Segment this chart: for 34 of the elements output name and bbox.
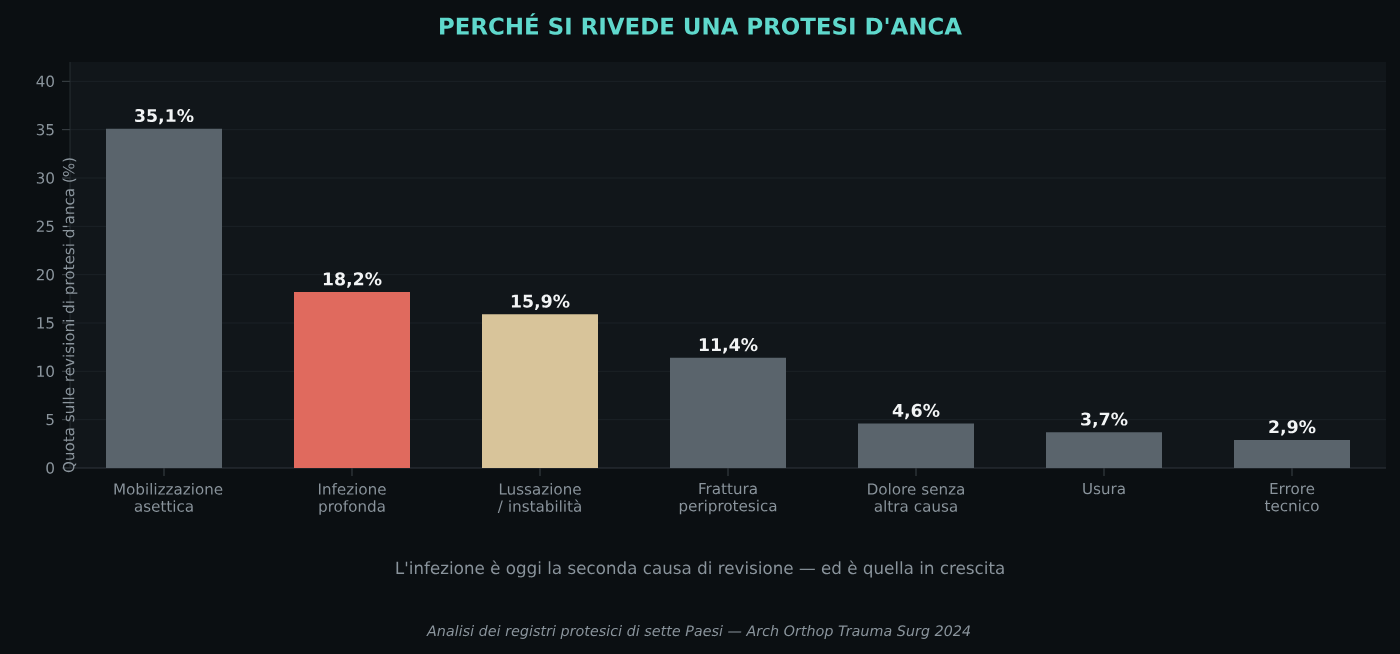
text: Analisi dei registri protesici di sette Paesi — Arch Orthop Trauma Surg 2024 [426, 625, 971, 639]
x-tick-label: Frattura periprotesica [679, 483, 777, 515]
x-tick-label: Errore tecnico [1264, 483, 1319, 512]
bar [1046, 432, 1162, 468]
data-label: 15,9% [511, 294, 570, 310]
data-label: 2,9% [1269, 420, 1316, 436]
y-axis-title: Quota sulle revisioni di protesi d'anca (%) [62, 158, 78, 473]
y-tick-label: 5 [46, 414, 54, 426]
bar [670, 357, 786, 468]
bar [1234, 439, 1350, 468]
x-tick-label: Infezione profonda [318, 483, 386, 515]
y-tick-label: 0 [46, 462, 54, 474]
bar [294, 292, 410, 468]
y-tick-label: 35 [36, 123, 54, 136]
bar [482, 314, 598, 468]
data-label: 35,1% [135, 108, 194, 125]
chart-title: PERCHÉ SI RIVEDE UNA PROTESI D'ANCA [440, 13, 962, 35]
data-label: 4,6% [892, 403, 940, 420]
x-tick-label: Lussazione / instabilità [497, 483, 581, 514]
y-tick-label: 15 [37, 317, 54, 329]
data-label: 18,2% [323, 272, 382, 288]
text: L'infezione è oggi la seconda causa di revisione — ed è quella in crescita [396, 560, 1004, 578]
y-tick-label: 10 [37, 365, 54, 378]
x-tick-label: Mobilizzazione asettica [114, 483, 223, 512]
bar [106, 128, 222, 468]
y-tick-label: 40 [36, 75, 54, 88]
data-label: 11,4% [699, 338, 758, 354]
x-tick-label: Dolore senza altra causa [868, 483, 964, 512]
y-tick-label: 25 [36, 220, 54, 233]
y-tick-label: 30 [36, 172, 54, 184]
data-label: 3,7% [1081, 412, 1128, 428]
x-tick-label: Usura [1083, 483, 1125, 495]
bar [858, 423, 974, 468]
y-tick-label: 20 [36, 268, 54, 281]
